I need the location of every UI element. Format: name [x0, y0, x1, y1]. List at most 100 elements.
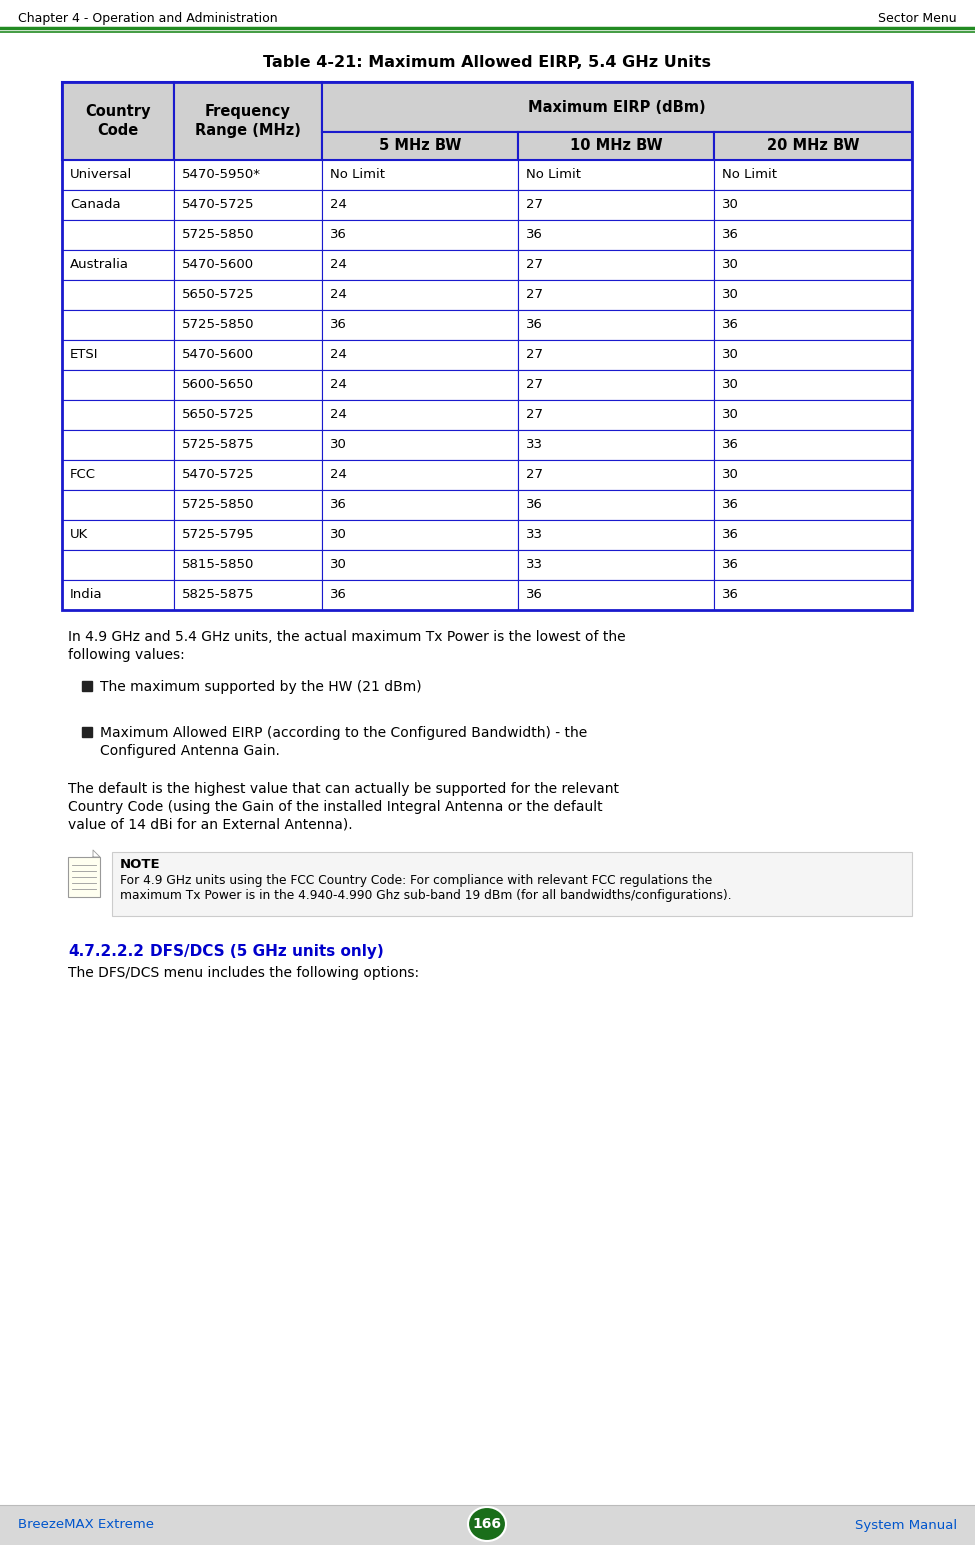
Bar — [322, 131, 518, 161]
Text: 24: 24 — [330, 289, 347, 301]
Bar — [518, 579, 714, 610]
Text: 10 MHz BW: 10 MHz BW — [569, 139, 662, 153]
Bar — [62, 490, 174, 521]
Bar — [518, 219, 714, 250]
Text: 36: 36 — [722, 318, 739, 332]
Bar — [714, 521, 912, 550]
Ellipse shape — [468, 1506, 506, 1540]
Text: 5650-5725: 5650-5725 — [182, 289, 254, 301]
Bar — [714, 280, 912, 311]
Text: 36: 36 — [722, 499, 739, 511]
Bar — [174, 340, 322, 369]
Bar — [518, 340, 714, 369]
Text: Configured Antenna Gain.: Configured Antenna Gain. — [100, 745, 280, 759]
Text: 30: 30 — [722, 198, 739, 212]
Text: 36: 36 — [330, 589, 347, 601]
Bar — [62, 190, 174, 219]
Bar — [62, 521, 174, 550]
Text: 36: 36 — [526, 229, 543, 241]
Bar — [714, 430, 912, 460]
Bar — [62, 460, 174, 490]
Bar — [0, 1505, 975, 1545]
Bar — [322, 369, 518, 400]
Text: 5725-5850: 5725-5850 — [182, 318, 254, 332]
Text: 24: 24 — [330, 198, 347, 212]
Bar — [174, 369, 322, 400]
Bar — [174, 161, 322, 190]
Bar — [174, 311, 322, 340]
Bar — [174, 219, 322, 250]
Bar — [322, 250, 518, 280]
Text: 5470-5600: 5470-5600 — [182, 258, 254, 272]
Text: 5825-5875: 5825-5875 — [182, 589, 254, 601]
Text: BreezeMAX Extreme: BreezeMAX Extreme — [18, 1519, 154, 1531]
Bar — [518, 460, 714, 490]
Bar — [714, 190, 912, 219]
Text: Maximum Allowed EIRP (according to the Configured Bandwidth) - the: Maximum Allowed EIRP (according to the C… — [100, 726, 587, 740]
Text: Country
Code: Country Code — [85, 104, 151, 138]
Bar — [518, 521, 714, 550]
Bar — [174, 521, 322, 550]
Text: 30: 30 — [722, 379, 739, 391]
Bar — [174, 430, 322, 460]
Bar — [714, 250, 912, 280]
Bar — [322, 311, 518, 340]
Bar — [714, 311, 912, 340]
Text: The maximum supported by the HW (21 dBm): The maximum supported by the HW (21 dBm) — [100, 680, 421, 694]
Text: 27: 27 — [526, 468, 543, 482]
Text: 5725-5850: 5725-5850 — [182, 499, 254, 511]
Bar — [174, 280, 322, 311]
Text: FCC: FCC — [70, 468, 96, 482]
Bar — [714, 550, 912, 579]
Bar — [714, 219, 912, 250]
Text: India: India — [70, 589, 102, 601]
Bar — [518, 550, 714, 579]
Text: 36: 36 — [330, 499, 347, 511]
Text: The default is the highest value that can actually be supported for the relevant: The default is the highest value that ca… — [68, 782, 619, 796]
Text: No Limit: No Limit — [722, 168, 777, 181]
Bar — [714, 460, 912, 490]
Text: Table 4-21: Maximum Allowed EIRP, 5.4 GHz Units: Table 4-21: Maximum Allowed EIRP, 5.4 GH… — [263, 56, 711, 70]
Bar — [322, 550, 518, 579]
Text: 36: 36 — [722, 558, 739, 572]
Text: System Manual: System Manual — [855, 1519, 957, 1531]
Text: 30: 30 — [330, 558, 347, 572]
Bar — [62, 280, 174, 311]
Text: 5470-5725: 5470-5725 — [182, 468, 254, 482]
Text: 27: 27 — [526, 258, 543, 272]
Text: 30: 30 — [722, 349, 739, 362]
Bar — [714, 369, 912, 400]
Bar — [62, 161, 174, 190]
Bar — [322, 190, 518, 219]
Bar — [62, 82, 912, 610]
Bar — [518, 369, 714, 400]
Text: In 4.9 GHz and 5.4 GHz units, the actual maximum Tx Power is the lowest of the: In 4.9 GHz and 5.4 GHz units, the actual… — [68, 630, 626, 644]
Bar — [174, 190, 322, 219]
Bar — [714, 400, 912, 430]
Text: Universal: Universal — [70, 168, 133, 181]
Bar — [714, 161, 912, 190]
Text: 30: 30 — [722, 468, 739, 482]
Bar — [322, 460, 518, 490]
Text: Country Code (using the Gain of the installed Integral Antenna or the default: Country Code (using the Gain of the inst… — [68, 800, 603, 814]
Text: 24: 24 — [330, 379, 347, 391]
Text: 5725-5795: 5725-5795 — [182, 528, 254, 541]
Bar — [62, 311, 174, 340]
Text: value of 14 dBi for an External Antenna).: value of 14 dBi for an External Antenna)… — [68, 817, 353, 833]
Bar — [174, 550, 322, 579]
Text: 36: 36 — [330, 229, 347, 241]
Bar — [714, 131, 912, 161]
Text: Canada: Canada — [70, 198, 121, 212]
Text: following values:: following values: — [68, 647, 184, 661]
Bar — [518, 161, 714, 190]
Text: No Limit: No Limit — [330, 168, 385, 181]
Text: 30: 30 — [330, 528, 347, 541]
Text: 36: 36 — [526, 589, 543, 601]
Bar — [322, 400, 518, 430]
Text: 30: 30 — [722, 258, 739, 272]
Bar — [62, 340, 174, 369]
Text: 24: 24 — [330, 408, 347, 422]
Bar — [714, 340, 912, 369]
Text: The DFS/DCS menu includes the following options:: The DFS/DCS menu includes the following … — [68, 966, 419, 980]
Text: 24: 24 — [330, 258, 347, 272]
